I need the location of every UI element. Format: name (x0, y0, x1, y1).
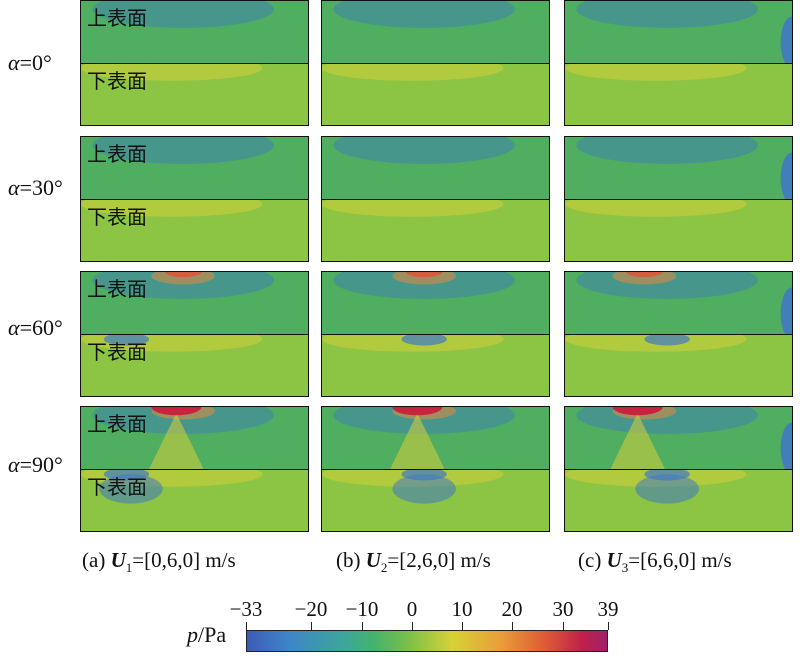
contour-panel: 上表面 下表面 (80, 0, 309, 126)
upper-surface-label: 上表面 (87, 6, 147, 30)
contour-panel (564, 406, 793, 532)
upper-surface-contour (565, 137, 792, 200)
contour-panel (321, 406, 550, 532)
colorbar-tick (563, 622, 564, 630)
upper-surface-label: 上表面 (87, 142, 147, 166)
colorbar-gradient (246, 630, 608, 652)
colorbar-tick-label: 39 (597, 597, 619, 621)
contour-panel (564, 0, 793, 126)
lower-surface-label: 下表面 (87, 340, 147, 364)
upper-surface-contour (322, 407, 549, 470)
contour-panel (321, 0, 550, 126)
colorbar-tick (412, 622, 413, 630)
colorbar-tick (362, 622, 363, 630)
contour-panel (321, 271, 550, 397)
colorbar-tick (246, 622, 247, 630)
lower-surface-contour: 下表面 (81, 64, 308, 125)
lower-surface-contour (565, 335, 792, 396)
lower-surface-label: 下表面 (87, 475, 147, 499)
lower-surface-contour (565, 64, 792, 125)
colorbar-tick-label: 0 (406, 597, 418, 621)
colorbar-tick-label: 10 (451, 597, 473, 621)
colorbar-tick-label: −20 (294, 597, 328, 621)
colorbar-tick-label: −10 (345, 597, 379, 621)
column-caption: (a) U1=[0,6,0] m/s (82, 548, 236, 576)
upper-surface-contour: 上表面 (81, 1, 308, 64)
lower-surface-contour (565, 200, 792, 261)
upper-surface-contour (322, 272, 549, 335)
upper-surface-contour: 上表面 (81, 137, 308, 200)
lower-surface-contour (565, 470, 792, 531)
lower-surface-contour: 下表面 (81, 335, 308, 396)
lower-surface-contour: 下表面 (81, 200, 308, 261)
colorbar-tick-label: 20 (501, 597, 523, 621)
contour-panel: 上表面 下表面 (80, 136, 309, 262)
lower-surface-contour (322, 200, 549, 261)
colorbar-tick (311, 622, 312, 630)
upper-surface-label: 上表面 (87, 412, 147, 436)
contour-panel (321, 136, 550, 262)
contour-panel (564, 136, 793, 262)
contour-panel: 上表面 下表面 (80, 406, 309, 532)
colorbar: p/Pa −33 −20 −10 0 10 20 30 39 (0, 597, 800, 658)
row-angle-label: α=30° (8, 175, 63, 200)
upper-surface-contour (565, 272, 792, 335)
upper-surface-contour (565, 1, 792, 64)
lower-surface-contour (322, 64, 549, 125)
colorbar-tick-label: −33 (229, 597, 263, 621)
row-angle-label: α=90° (8, 452, 63, 477)
upper-surface-contour: 上表面 (81, 407, 308, 470)
lower-surface-contour: 下表面 (81, 470, 308, 531)
colorbar-tick (462, 622, 463, 630)
upper-surface-contour (565, 407, 792, 470)
upper-surface-contour (322, 137, 549, 200)
upper-surface-contour (322, 1, 549, 64)
colorbar-unit-label: p/Pa (187, 622, 227, 647)
upper-surface-label: 上表面 (87, 277, 147, 301)
colorbar-tick (512, 622, 513, 630)
lower-surface-label: 下表面 (87, 69, 147, 93)
upper-surface-contour: 上表面 (81, 272, 308, 335)
column-caption: (c) U3=[6,6,0] m/s (578, 548, 732, 576)
colorbar-tick-label: 30 (552, 597, 574, 621)
lower-surface-contour (322, 335, 549, 396)
column-caption: (b) U2=[2,6,0] m/s (336, 548, 491, 576)
contour-panel: 上表面 下表面 (80, 271, 309, 397)
row-angle-label: α=0° (8, 50, 52, 75)
lower-surface-label: 下表面 (87, 205, 147, 229)
lower-surface-contour (322, 470, 549, 531)
contour-panel (564, 271, 793, 397)
row-angle-label: α=60° (8, 315, 63, 340)
colorbar-tick (608, 622, 609, 630)
